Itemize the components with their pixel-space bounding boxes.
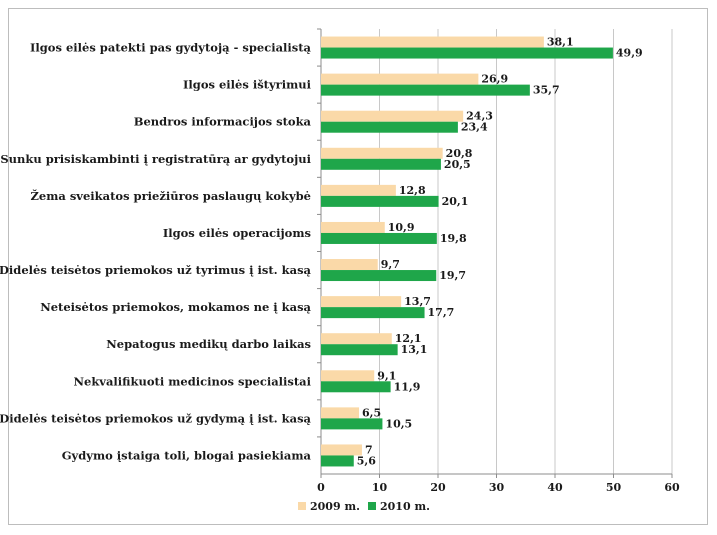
category-label: Ilgos eilės patekti pas gydytoją - speci… [30,41,312,55]
bar-2009 [321,370,375,382]
legend-label-2009: 2009 m. [310,500,360,513]
value-label-2009: 20,8 [446,147,473,160]
legend-label-2010: 2010 m. [380,500,430,513]
value-label-2009: 12,8 [399,184,426,197]
value-label-2009: 10,9 [388,221,415,234]
x-tick-label: 60 [664,481,680,494]
bar-2009 [321,184,396,196]
bar-2010 [321,195,439,207]
value-label-2010: 35,7 [533,84,560,97]
bar-2010 [321,418,383,430]
category-label: Nepatogus medikų darbo laikas [106,337,311,351]
value-label-2010: 23,4 [461,121,488,134]
category-label: Neteisėtos priemokos, mokamos ne į kasą [40,300,311,314]
value-label-2010: 5,6 [357,454,376,467]
value-label-2010: 19,8 [440,232,467,245]
value-label-2010: 13,1 [401,343,428,356]
bar-2009 [321,259,378,271]
value-label-2009: 9,1 [377,369,396,382]
category-label: Nekvalifikuoti medicinos specialistai [74,374,312,388]
category-label: Didelės teisėtos priemokos už gydymą į i… [0,411,312,425]
legend-swatch-2010 [368,502,376,510]
legend-swatch-2009 [298,502,306,510]
bar-2009 [321,444,362,456]
bar-2010 [321,232,437,244]
category-label: Ilgos eilės ištyrimui [183,78,312,92]
bar-2009 [321,110,464,122]
category-label: Žema sveikatos priežiūros paslaugų kokyb… [30,189,311,203]
bar-2010 [321,158,441,170]
category-label: Gydymo įstaiga toli, blogai pasiekiama [62,448,312,462]
x-tick-label: 50 [606,481,622,494]
value-label-2009: 26,9 [481,73,508,86]
value-label-2010: 20,1 [442,195,469,208]
x-tick-label: 30 [489,481,505,494]
bar-2010 [321,270,437,282]
value-label-2010: 11,9 [394,380,421,393]
bar-2009 [321,296,402,308]
bar-2010 [321,121,458,133]
bar-2009 [321,73,479,85]
bar-2010 [321,307,425,319]
value-label-2009: 13,7 [404,295,431,308]
x-tick-label: 20 [430,481,446,494]
category-label: Sunku prisiskambinti į registratūrą ar g… [0,152,311,166]
bar-2010 [321,344,398,356]
category-label: Ilgos eilės operacijoms [163,226,311,240]
x-tick-label: 40 [547,481,563,494]
value-label-2009: 7 [365,443,373,456]
x-tick-label: 0 [317,481,325,494]
bar-2009 [321,407,360,419]
bar-2009 [321,221,385,233]
value-label-2009: 12,1 [395,332,422,345]
value-label-2010: 20,5 [444,158,471,171]
bar-2010 [321,455,354,467]
bar-2009 [321,147,443,159]
bar-2009 [321,36,544,48]
value-label-2009: 38,1 [547,36,574,49]
bar-2009 [321,333,392,345]
category-label: Bendros informacijos stoka [134,115,312,129]
value-label-2010: 10,5 [385,417,412,430]
value-label-2010: 17,7 [428,306,455,319]
value-label-2010: 19,7 [439,269,466,282]
value-label-2009: 9,7 [381,258,400,271]
bar-2010 [321,84,530,96]
value-label-2009: 24,3 [466,110,493,123]
category-label: Didelės teisėtos priemokos už tyrimus į … [0,263,312,277]
value-label-2010: 49,9 [616,47,643,60]
bar-2010 [321,381,391,393]
x-tick-label: 10 [372,481,388,494]
bar-2010 [321,47,613,59]
value-label-2009: 6,5 [362,406,381,419]
